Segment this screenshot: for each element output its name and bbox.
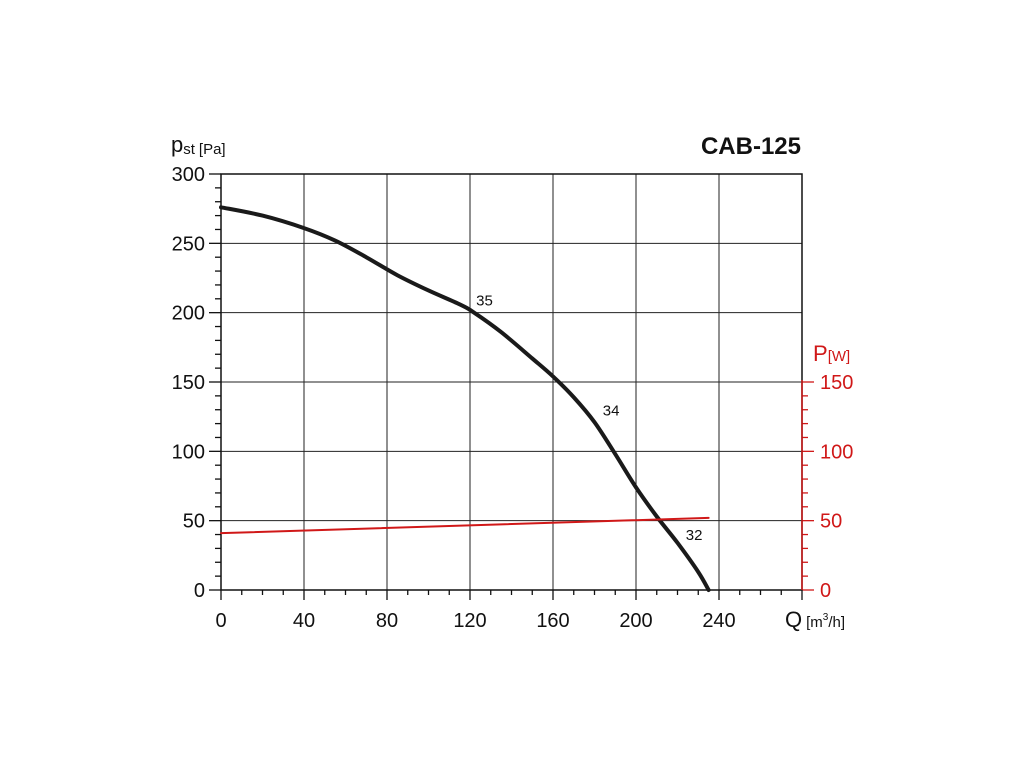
- curve-annotation: 35: [476, 293, 493, 310]
- right-tick-labels: 0 50 100 150: [820, 372, 853, 602]
- y2-tick-label: 100: [820, 441, 853, 463]
- y2-tick-label: 150: [820, 372, 853, 394]
- y2-axis-symbol: P: [813, 341, 828, 366]
- x-tick-label: 0: [215, 610, 226, 632]
- y2-axis-unit: [W]: [828, 348, 851, 365]
- x-axis-symbol: Q: [785, 607, 802, 632]
- y2-tick-label: 0: [820, 580, 831, 602]
- left-tick-labels: 0 50 100 150 200 250 300: [172, 164, 205, 602]
- curve-annotation: 32: [686, 527, 703, 544]
- minor-ticks: [209, 173, 814, 600]
- y-axis-subscript: st: [183, 141, 196, 158]
- annotations: 35 34 32: [476, 293, 702, 544]
- chart-title: CAB-125: [701, 133, 801, 160]
- x-axis-label: Q [m3/h]: [785, 607, 845, 632]
- y-tick-label: 100: [172, 441, 205, 463]
- series-layer: [219, 205, 711, 592]
- x-tick-label: 200: [619, 610, 652, 632]
- y-tick-label: 300: [172, 164, 205, 186]
- plot-frame: [220, 173, 803, 591]
- y-axis-symbol: p: [171, 132, 183, 157]
- x-axis-unit-suffix: /h]: [828, 614, 845, 631]
- curve-annotation: 34: [603, 402, 620, 419]
- x-axis-unit-prefix: [m: [806, 614, 823, 631]
- y-tick-label: 200: [172, 303, 205, 325]
- x-tick-label: 160: [536, 610, 569, 632]
- y2-tick-label: 50: [820, 511, 842, 533]
- y-tick-label: 150: [172, 372, 205, 394]
- x-tick-label: 40: [293, 610, 315, 632]
- y-tick-label: 0: [194, 580, 205, 602]
- y2-axis-label: P[W]: [813, 341, 850, 366]
- y-tick-label: 50: [183, 511, 205, 533]
- y-tick-label: 250: [172, 233, 205, 255]
- x-tick-label: 240: [702, 610, 735, 632]
- pressure-curve: [219, 205, 711, 592]
- y-axis-unit: [Pa]: [199, 141, 226, 158]
- y-axis-label: pst [Pa]: [171, 132, 226, 158]
- x-axis-unit-exponent: 3: [823, 612, 829, 623]
- x-tick-label: 120: [453, 610, 486, 632]
- grid: [221, 174, 802, 590]
- power-curve: [220, 516, 710, 535]
- x-tick-label: 80: [376, 610, 398, 632]
- bottom-tick-labels: 0 40 80 120 160 200 240: [215, 610, 735, 632]
